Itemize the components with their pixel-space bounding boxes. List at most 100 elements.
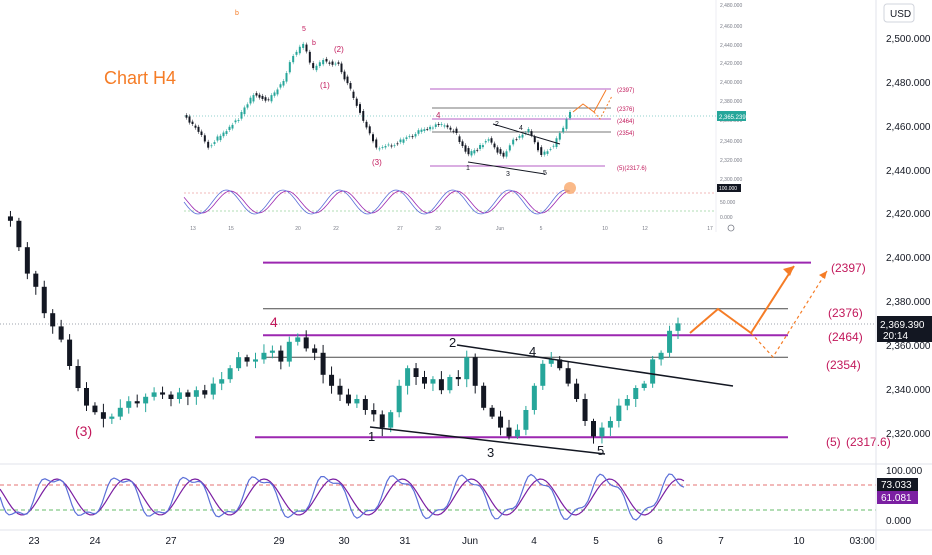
candle-body — [253, 359, 258, 362]
inset-settings-icon[interactable] — [727, 224, 735, 232]
inset-candle-body — [340, 63, 343, 73]
candle-body — [24, 247, 30, 274]
inset-wave-b: b — [312, 40, 316, 47]
wave-label-4: 4 — [529, 344, 536, 359]
inset-candle-body — [496, 147, 499, 153]
alternate-arrow-icon — [819, 271, 827, 279]
inset-small-4: 4 — [519, 125, 523, 132]
candle-body — [219, 379, 225, 384]
inset-price-tick: 2,480.000 — [720, 3, 742, 9]
inset-candle-body — [282, 81, 285, 86]
inset-candle-body — [252, 95, 255, 102]
candle-body — [278, 350, 284, 362]
inset-candle-body — [352, 91, 355, 98]
inset-candle-body — [305, 44, 308, 52]
candle-body — [303, 337, 309, 349]
inset-candle-body — [396, 143, 399, 145]
inset-osc-badge — [717, 184, 741, 192]
inset-time-tick: 13 — [190, 226, 196, 232]
projection-path — [689, 265, 795, 335]
inset-small-1: 1 — [466, 165, 470, 172]
inset-candle-body — [408, 136, 411, 138]
candle-body — [641, 383, 647, 388]
inset-lower-trend — [467, 161, 546, 175]
inset-candle-body — [219, 135, 222, 141]
inset-wave-4: 4 — [436, 111, 441, 120]
candle-body — [540, 363, 546, 386]
candle-body — [616, 405, 622, 421]
inset-candle-body — [381, 147, 384, 148]
inset-candle-body — [328, 62, 331, 64]
inset-candle-body — [490, 138, 493, 143]
inset-candle-body — [476, 149, 479, 151]
inset-candle-body — [387, 144, 390, 146]
inset-candle-body — [308, 51, 311, 63]
inset-candle-body — [359, 104, 361, 113]
currency-button[interactable] — [883, 3, 915, 23]
inset-candle-body — [372, 134, 374, 142]
candle-body — [362, 399, 368, 410]
time-tick-label: 6 — [657, 536, 663, 547]
candle-body — [447, 377, 453, 391]
lower-trend-line — [369, 426, 606, 455]
inset-upper-trend — [492, 123, 561, 145]
inset-candle-body — [210, 145, 213, 147]
inset-price-tick: 2,440.000 — [720, 43, 742, 49]
inset-candle-body — [188, 116, 191, 123]
inset-candle-body — [461, 141, 464, 147]
candle-body — [109, 416, 115, 419]
inset-candle-body — [455, 128, 458, 134]
time-tick-label: Jun — [462, 536, 478, 547]
inset-candle-body — [228, 126, 231, 131]
inset-candle-body — [505, 151, 508, 157]
inset-alt-projection — [593, 95, 613, 120]
wave-label-5: 5 — [597, 443, 604, 458]
candle-body — [117, 407, 123, 417]
inset-candle-body — [191, 121, 194, 124]
inset-candle-body — [295, 51, 298, 55]
inset-candle-body — [549, 149, 552, 150]
inset-candle-body — [390, 145, 393, 147]
inset-candle-body — [375, 139, 378, 148]
inset-candle-body — [378, 148, 381, 150]
inset-wave-5-top: 5 — [302, 26, 306, 33]
inset-candle-body — [440, 124, 443, 125]
candle-body — [160, 392, 166, 395]
inset-price-tick: 2,300.000 — [720, 177, 742, 183]
inset-candle-body — [384, 146, 387, 148]
inset-price-tick: 2,320.000 — [720, 158, 742, 164]
candle-body — [675, 323, 681, 331]
inset-candle-body — [261, 95, 264, 99]
inset-candle-body — [393, 145, 396, 147]
time-tick-label: 24 — [89, 536, 101, 547]
currency-button-label: USD — [890, 9, 911, 20]
level-label-2464: (2464) — [828, 330, 863, 344]
inset-osc-d — [183, 190, 571, 214]
candle-body — [523, 410, 529, 430]
candle-body — [100, 412, 106, 419]
inset-candle-body — [355, 98, 358, 106]
candle-body — [667, 330, 673, 353]
inset-candle-body — [331, 61, 334, 65]
inset-candle-body — [417, 130, 420, 134]
candle-body — [244, 357, 250, 362]
candle-body — [227, 368, 233, 380]
inset-candle-body — [521, 134, 524, 138]
price-tick-label: 2,380.000 — [886, 297, 931, 308]
price-tick-label: 2,420.000 — [886, 209, 931, 220]
inset-candle-body — [270, 95, 273, 102]
inset-price-tick: 2,340.000 — [720, 139, 742, 145]
candle-body — [337, 385, 343, 395]
inset-candle-body — [512, 139, 515, 145]
inset-osc-badge-value: 100.000 — [719, 186, 737, 192]
inset-candle-body — [562, 127, 565, 133]
time-tick-label: 27 — [165, 536, 177, 547]
inset-candle-body — [267, 99, 270, 101]
inset-candle-body — [423, 129, 426, 131]
time-tick-label: 4 — [531, 536, 537, 547]
inset-price-tick: 2,380.000 — [720, 99, 742, 105]
candle-body — [531, 385, 537, 410]
osc-tick-0: 0.000 — [886, 516, 911, 527]
candle-body — [33, 273, 39, 287]
